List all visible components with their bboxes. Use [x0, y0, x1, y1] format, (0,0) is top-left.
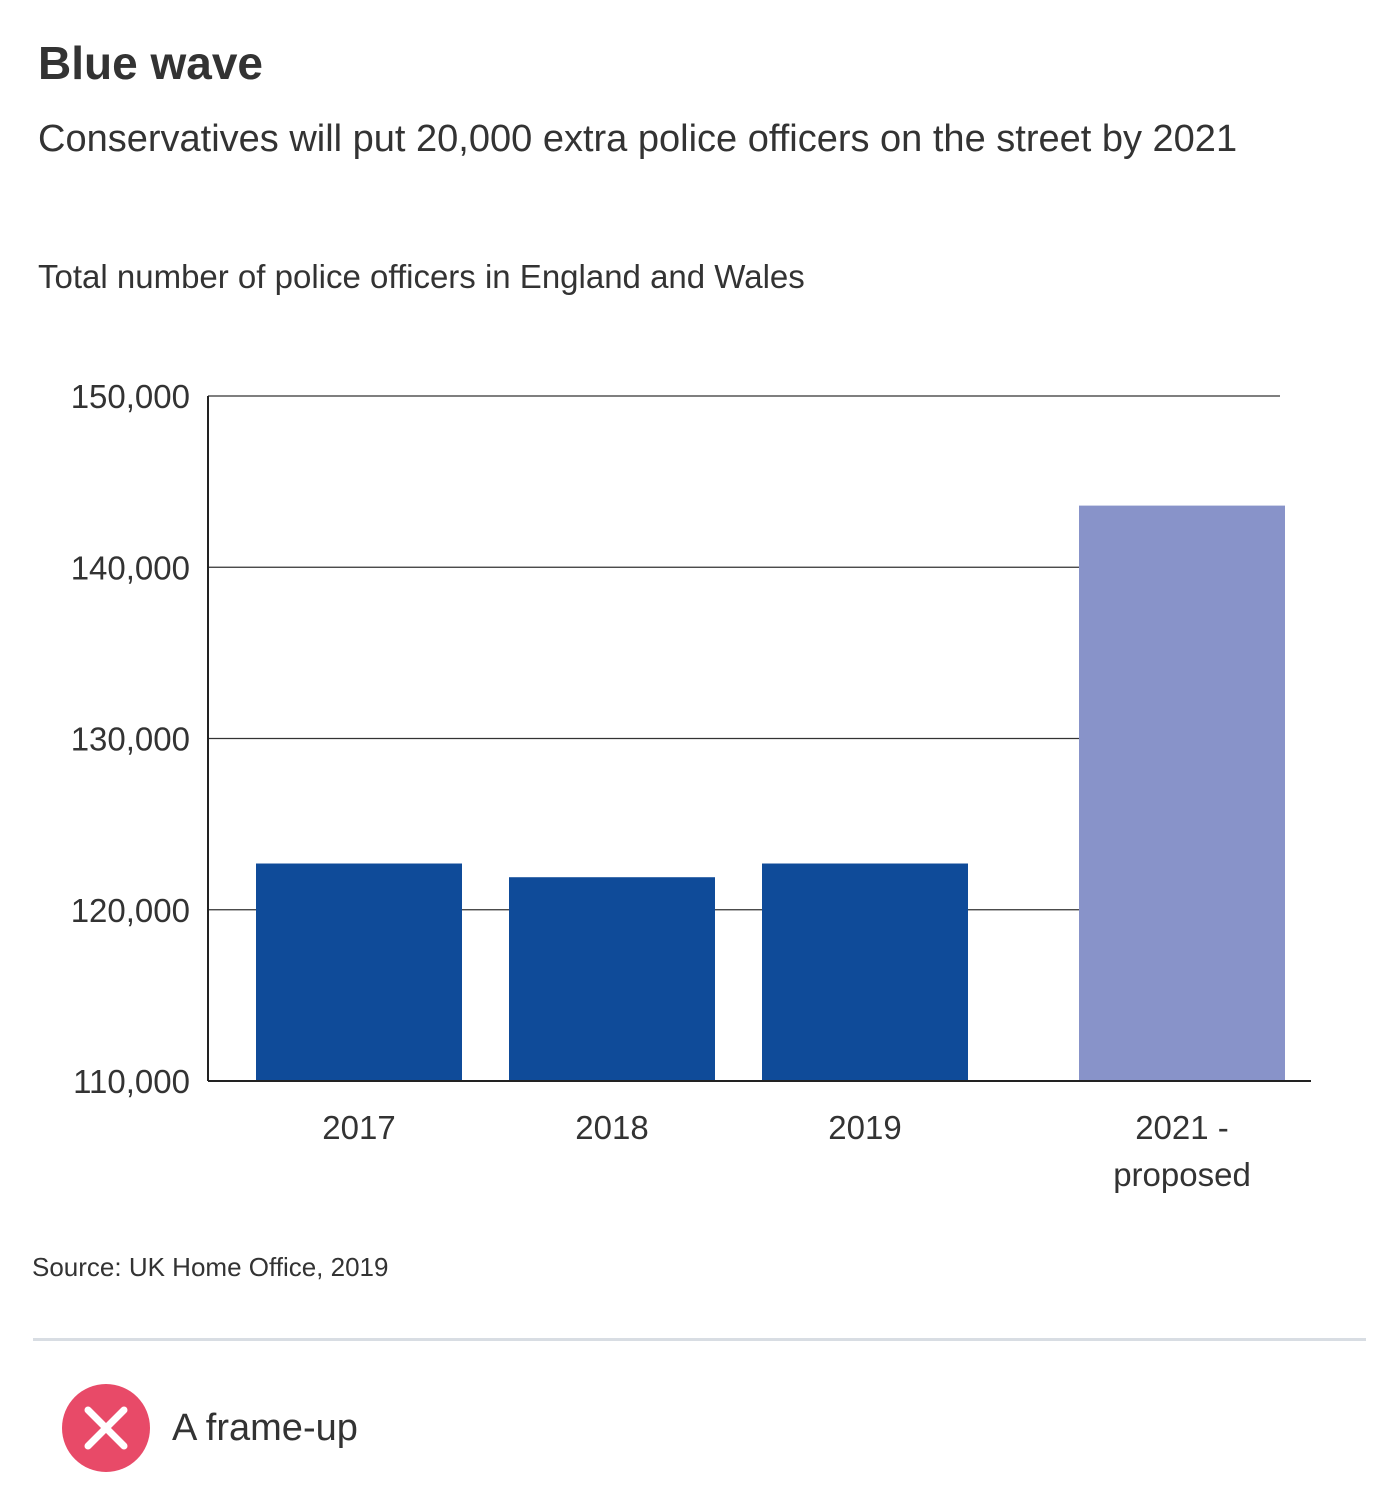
- y-tick-labels: 110,000 120,000 130,000 140,000 150,000: [71, 378, 190, 1100]
- y-tick-label: 120,000: [71, 892, 190, 929]
- chart-subtitle: Conservatives will put 20,000 extra poli…: [38, 118, 1238, 160]
- x-tick-label: 2021 -proposed: [1113, 1109, 1251, 1193]
- chart-title: Blue wave: [38, 37, 263, 89]
- bar-2021-proposed: [1079, 505, 1285, 1082]
- y-tick-label: 130,000: [71, 721, 190, 758]
- x-tick-label: 2017: [322, 1109, 395, 1146]
- x-tick-label: 2018: [575, 1109, 648, 1146]
- verdict: A frame-up: [62, 1384, 358, 1472]
- verdict-label: A frame-up: [172, 1406, 358, 1449]
- x-mark-icon: [62, 1384, 150, 1472]
- bar-2017: [256, 863, 462, 1081]
- bar-2019: [762, 863, 968, 1081]
- bar-chart: 110,000 120,000 130,000 140,000 150,000 2017…: [71, 378, 1311, 1193]
- axes: [207, 396, 1311, 1082]
- y-tick-label: 140,000: [71, 549, 190, 586]
- bars: [256, 505, 1285, 1082]
- y-tick-label: 110,000: [73, 1063, 190, 1100]
- x-tick-labels: 2017 2018 2019 2021 -proposed: [322, 1109, 1251, 1193]
- x-tick-label: 2019: [828, 1109, 901, 1146]
- bar-2018: [509, 877, 715, 1081]
- source-note: Source: UK Home Office, 2019: [32, 1252, 389, 1282]
- y-tick-label: 150,000: [71, 378, 190, 415]
- chart-label: Total number of police officers in Engla…: [38, 258, 805, 295]
- divider: [33, 1338, 1366, 1341]
